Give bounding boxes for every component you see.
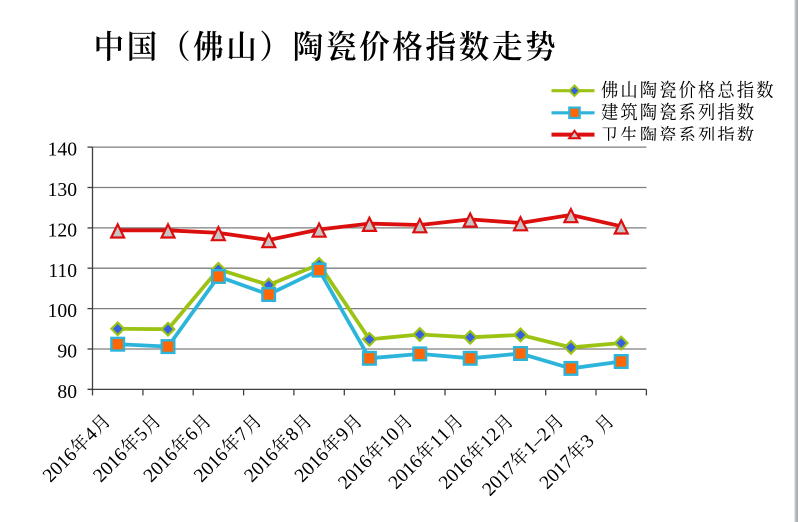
svg-text:140: 140 [48,140,78,161]
svg-text:100: 100 [48,301,78,322]
svg-text:110: 110 [48,261,77,282]
svg-text:130: 130 [48,180,78,201]
svg-text:90: 90 [57,342,77,363]
svg-text:80: 80 [57,382,77,403]
svg-text:120: 120 [48,220,78,241]
